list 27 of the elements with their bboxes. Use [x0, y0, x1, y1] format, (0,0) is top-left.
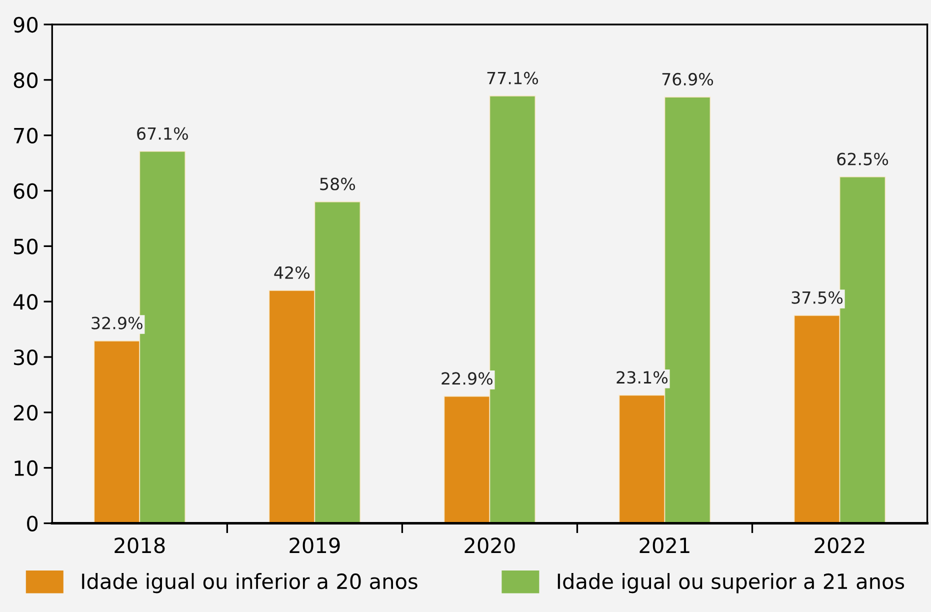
data-label: 32.9%: [92, 316, 142, 330]
data-label: 76.9%: [662, 72, 714, 86]
y-tick-label: 60: [14, 183, 38, 199]
x-tick-label: 2020: [464, 538, 515, 554]
data-label: 58%: [320, 178, 356, 190]
y-tick-label: 90: [14, 16, 38, 33]
legend-label: Idade igual ou superior a 21 anos: [558, 573, 904, 594]
x-tick-label: 2022: [814, 538, 864, 554]
data-label: 22.9%: [442, 372, 493, 385]
x-tick-label: 2018: [114, 538, 165, 554]
y-tick-label: 30: [14, 349, 38, 366]
data-label: 37.5%: [792, 291, 843, 304]
y-tick-label: 70: [14, 128, 38, 144]
data-label: 62.5%: [837, 152, 888, 166]
y-tick-label: 20: [14, 404, 38, 421]
x-tick-label: 2021: [640, 538, 690, 554]
y-tick-label: 40: [13, 294, 38, 310]
y-tick-label: 50: [14, 238, 38, 254]
data-label: 23.1%: [616, 371, 668, 384]
legend-label: Idade igual ou inferior a 20 anos: [82, 573, 418, 594]
x-tick-label: 2019: [290, 538, 340, 554]
data-label: 67.1%: [137, 127, 188, 140]
y-tick-label: 0: [27, 516, 38, 532]
y-tick-label: 10: [14, 460, 38, 476]
data-label: 77.1%: [487, 72, 538, 84]
data-label: 42%: [274, 266, 310, 279]
y-tick-label: 80: [14, 72, 38, 88]
